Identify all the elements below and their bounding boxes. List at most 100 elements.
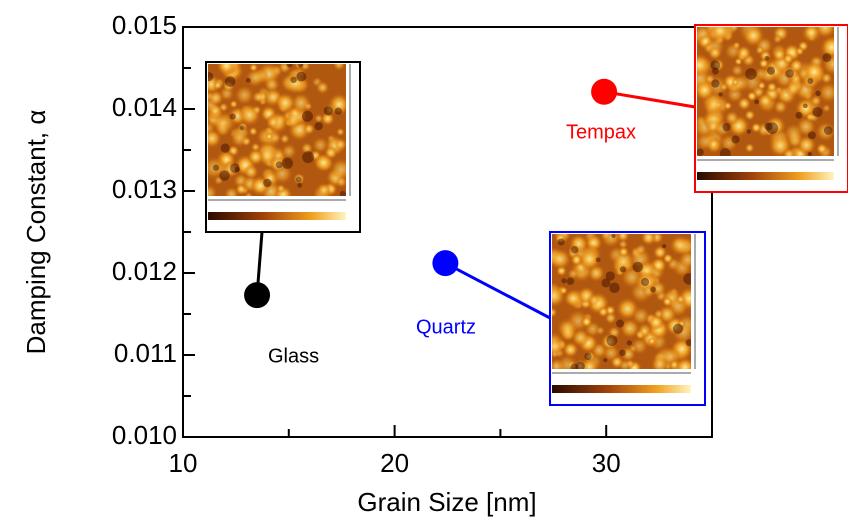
pit	[718, 92, 722, 96]
grain	[816, 143, 828, 155]
grain	[252, 91, 264, 103]
pit	[567, 278, 575, 286]
point	[432, 250, 458, 276]
grain	[745, 143, 755, 153]
pit	[712, 68, 719, 75]
grain	[773, 100, 787, 114]
chart: Grain Size [nm] Damping Constant, α 1020…	[0, 0, 848, 524]
pit	[240, 125, 245, 130]
grain	[216, 56, 236, 76]
y-tick-label: 0.011	[114, 338, 177, 368]
pit	[225, 76, 236, 87]
grain	[766, 82, 777, 93]
grain	[276, 184, 285, 193]
x-axis-title: Grain Size [nm]	[357, 487, 536, 517]
pit	[696, 148, 703, 155]
grain	[751, 122, 762, 133]
point-label: Tempax	[566, 121, 636, 143]
grain	[249, 127, 258, 136]
point-label: Quartz	[416, 316, 476, 338]
grain	[676, 295, 686, 305]
grain	[759, 50, 771, 62]
grain	[229, 100, 237, 108]
grain	[303, 123, 315, 135]
pit	[558, 238, 565, 245]
grain	[758, 93, 774, 109]
pit	[296, 177, 302, 183]
pit	[807, 78, 813, 84]
pit	[302, 151, 314, 163]
pit	[812, 107, 822, 117]
pit	[561, 278, 566, 283]
pit	[765, 123, 773, 131]
pit	[315, 122, 323, 130]
pit	[803, 104, 808, 109]
y-tick-label: 0.013	[112, 174, 177, 204]
pit	[745, 68, 757, 80]
grain	[663, 253, 674, 264]
grain	[219, 102, 229, 112]
grain	[266, 115, 280, 129]
grain	[741, 24, 765, 48]
pit	[221, 143, 230, 152]
grain	[281, 143, 297, 159]
grain	[596, 326, 605, 335]
y-tick-label: 0.010	[112, 420, 177, 450]
connector	[604, 92, 695, 107]
pit	[611, 234, 615, 238]
pit	[282, 158, 293, 169]
color-bar	[208, 212, 346, 220]
grain	[795, 47, 804, 56]
pit	[235, 167, 240, 172]
pit	[571, 246, 578, 253]
grain	[635, 244, 647, 256]
color-bar	[552, 385, 691, 393]
grain	[230, 130, 248, 148]
x-tick-label: 10	[169, 448, 198, 478]
pit	[641, 278, 649, 286]
pit	[747, 129, 751, 133]
pit	[765, 56, 769, 60]
pit	[596, 257, 601, 262]
y-axis-title: Damping Constant, α	[21, 110, 51, 355]
pit	[620, 266, 626, 272]
pit	[263, 179, 271, 187]
grain	[317, 183, 331, 197]
grain	[213, 81, 223, 91]
grain	[637, 323, 652, 338]
grain	[316, 81, 330, 95]
pit	[602, 279, 611, 288]
pit	[335, 107, 342, 114]
grain	[333, 58, 346, 71]
grain	[724, 101, 733, 110]
grain	[550, 248, 572, 270]
pit	[824, 126, 833, 135]
y-tick-label: 0.012	[112, 256, 177, 286]
grain	[560, 286, 568, 294]
pit	[606, 335, 617, 346]
pit	[823, 53, 832, 62]
grain	[708, 46, 722, 60]
pit	[808, 131, 816, 139]
pit	[230, 113, 236, 119]
grain	[545, 337, 564, 356]
color-bar	[697, 172, 834, 180]
point	[591, 79, 617, 105]
pit	[754, 99, 759, 104]
pit	[619, 350, 625, 356]
point	[244, 282, 270, 308]
grain	[772, 48, 786, 62]
pit	[584, 353, 591, 360]
grain	[758, 82, 766, 90]
connector	[445, 263, 550, 318]
y-tick-label: 0.014	[112, 92, 177, 122]
grain	[822, 104, 831, 113]
pit	[767, 67, 775, 75]
grain	[598, 306, 609, 317]
grain	[610, 355, 623, 368]
grain	[336, 176, 348, 188]
grain	[631, 307, 650, 326]
pit	[340, 191, 346, 197]
grain	[744, 110, 755, 121]
grain	[720, 83, 729, 92]
